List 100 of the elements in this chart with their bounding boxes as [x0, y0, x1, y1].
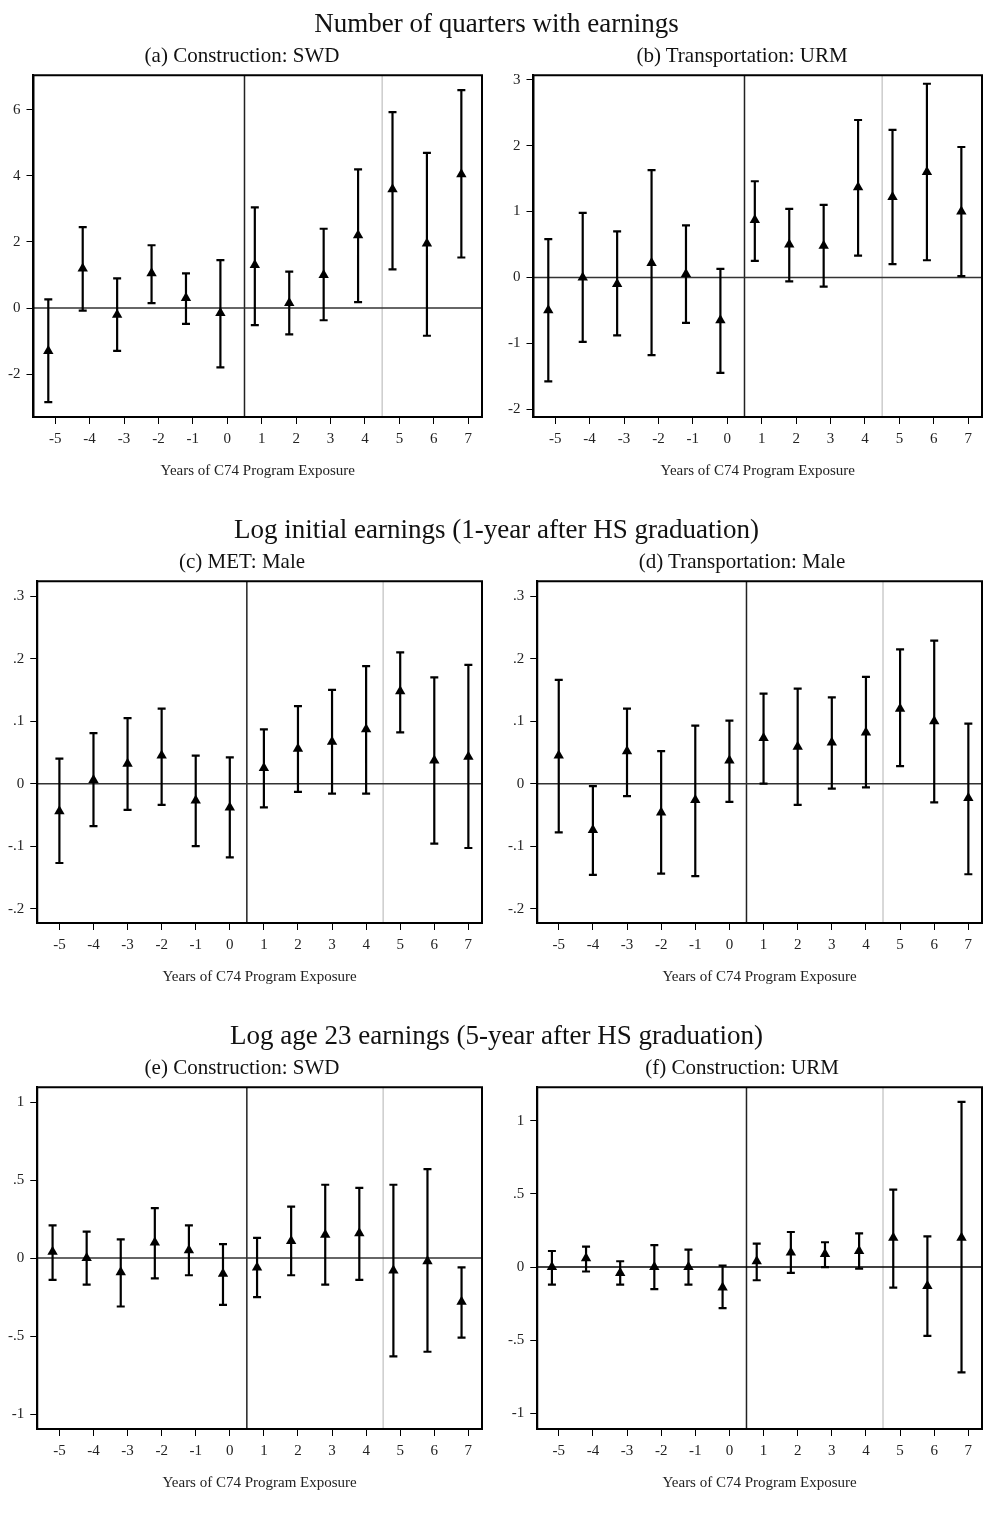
- x-tick-label: -4: [83, 429, 97, 446]
- y-tick-label: -.1: [508, 837, 525, 854]
- x-tick-label: 5: [396, 935, 404, 952]
- point: [395, 685, 406, 695]
- point: [320, 1228, 331, 1238]
- x-tick-label: -5: [552, 935, 565, 952]
- x-tick-label: -4: [586, 935, 600, 952]
- y-tick-label: .3: [513, 587, 525, 604]
- y-tick-label: .1: [513, 712, 525, 729]
- point: [249, 259, 261, 269]
- x-tick-label: 6: [430, 935, 439, 952]
- point: [751, 1255, 762, 1265]
- point: [284, 297, 295, 307]
- point: [749, 214, 761, 224]
- x-tick-label: 6: [430, 1441, 439, 1458]
- x-tick-label: 1: [757, 429, 766, 446]
- x-tick-label: 7: [964, 429, 973, 446]
- x-tick-label: 0: [723, 429, 732, 446]
- x-tick-label: 4: [362, 1441, 371, 1458]
- point: [115, 1266, 126, 1276]
- y-tick-label: 2: [513, 136, 521, 153]
- x-tick-label: 3: [828, 1441, 836, 1458]
- x-tick-label: 5: [396, 1441, 404, 1458]
- y-tick-label: .5: [513, 1184, 525, 1201]
- x-tick-label: 6: [430, 429, 439, 446]
- y-tick-label: 0: [513, 268, 521, 285]
- point: [888, 1231, 899, 1241]
- point: [354, 1227, 365, 1237]
- x-tick-label: 7: [964, 935, 973, 952]
- y-tick-label: -1: [511, 1404, 525, 1421]
- y-tick-label: .5: [13, 1171, 25, 1187]
- x-tick-label: 4: [361, 429, 370, 446]
- point: [81, 1252, 92, 1262]
- point: [956, 205, 967, 215]
- y-tick-label: 0: [516, 1258, 525, 1275]
- x-tick-label: -3: [121, 935, 134, 952]
- x-tick-label: -5: [53, 1441, 66, 1458]
- x-tick-label: 1: [759, 1441, 768, 1458]
- x-tick-label: 4: [861, 429, 870, 446]
- y-tick-label: -2: [508, 400, 521, 417]
- point: [717, 1281, 728, 1291]
- point: [456, 168, 467, 178]
- y-tick-label: .1: [13, 712, 25, 729]
- x-tick-label: -3: [117, 429, 131, 446]
- x-tick-label: 3: [328, 1441, 336, 1458]
- chart-subtitle: (c) MET: Male: [178, 549, 306, 574]
- x-tick-label: 3: [826, 429, 835, 446]
- y-tick-label: 4: [13, 166, 21, 183]
- x-tick-label: -2: [652, 429, 665, 446]
- x-tick-label: 0: [725, 935, 734, 952]
- x-tick-label: 2: [793, 935, 802, 952]
- x-tick-label: -2: [155, 935, 168, 952]
- point: [758, 732, 769, 742]
- point: [422, 1255, 433, 1265]
- point: [429, 754, 440, 764]
- point: [258, 762, 270, 772]
- x-tick-label: -2: [654, 1441, 668, 1458]
- point: [387, 183, 398, 193]
- x-tick-label: -3: [620, 935, 634, 952]
- point: [54, 805, 65, 815]
- point: [190, 794, 201, 804]
- x-tick-label: 1: [260, 935, 268, 952]
- x-tick-label: 3: [828, 935, 836, 952]
- x-tick-label: 4: [362, 935, 371, 952]
- x-tick-label: 5: [896, 1441, 904, 1458]
- x-tick-label: 4: [862, 1441, 871, 1458]
- point: [818, 239, 829, 249]
- y-tick-label: .3: [13, 587, 25, 604]
- point: [122, 757, 133, 767]
- x-axis-title: Years of C74 Program Exposure: [162, 967, 358, 984]
- point: [553, 749, 564, 759]
- x-tick-label: 3: [328, 935, 336, 952]
- x-tick-label: -4: [87, 935, 101, 952]
- point: [921, 166, 933, 176]
- chart-title: Log age 23 earnings (5-year after HS graduation): [228, 1020, 764, 1051]
- chart-title: (d) Transportation: Male: [638, 549, 846, 574]
- point: [146, 267, 157, 277]
- x-axis-title: Years of C74 Program Exposure: [662, 1473, 858, 1490]
- x-tick-label: 5: [896, 935, 904, 952]
- x-tick-label: 5: [895, 429, 904, 446]
- y-tick-label: 2: [13, 232, 21, 249]
- x-tick-label: -1: [189, 935, 202, 952]
- x-axis-title: Years of C74 Program Exposure: [162, 1473, 358, 1490]
- x-tick-label: -1: [186, 429, 200, 446]
- x-tick-label: 1: [257, 429, 266, 446]
- x-tick-label: -2: [152, 429, 165, 446]
- chart-title: (f) Construction: URM: [645, 1055, 840, 1080]
- y-tick-label: -1: [508, 334, 521, 351]
- x-tick-label: 2: [294, 1441, 302, 1458]
- x-tick-label: -1: [689, 1441, 702, 1458]
- point: [546, 1261, 558, 1271]
- x-tick-label: 4: [862, 935, 871, 952]
- x-tick-label: -2: [155, 1441, 168, 1458]
- y-tick-label: -.2: [8, 899, 25, 916]
- x-tick-label: 7: [464, 935, 473, 952]
- chart-subtitle: (a) Construction: SWD: [144, 43, 340, 68]
- x-tick-label: 0: [226, 935, 234, 952]
- point: [929, 715, 940, 725]
- x-tick-label: -5: [548, 429, 562, 446]
- x-tick-label: -4: [586, 1441, 600, 1458]
